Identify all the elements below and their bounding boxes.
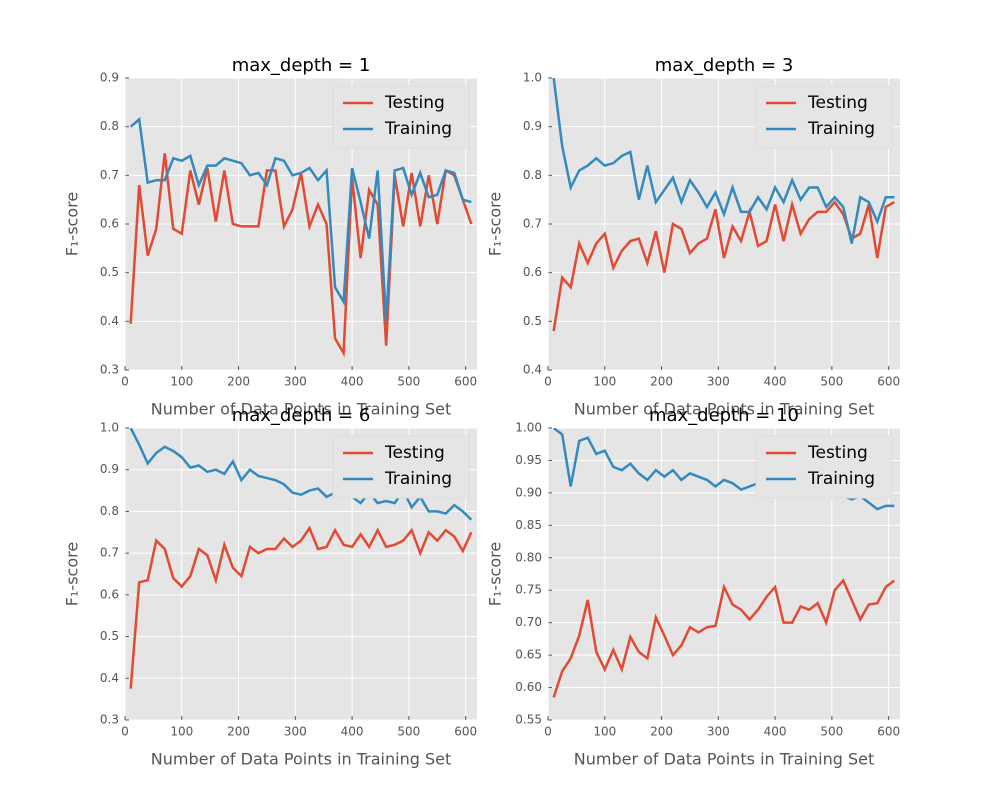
x-tick-label: 600 [877, 375, 900, 389]
x-tick-label: 400 [764, 375, 787, 389]
y-tick-label: 0.9 [523, 119, 542, 133]
x-tick-label: 500 [820, 725, 843, 739]
legend-label: Training [384, 469, 452, 489]
y-tick-label: 0.3 [100, 713, 119, 727]
x-tick-label: 300 [284, 725, 307, 739]
subplot-title: max_depth = 3 [655, 55, 794, 76]
x-tick-label: 300 [284, 375, 307, 389]
legend: Testing Training [332, 435, 470, 499]
subplot: 0.3 0.4 0.5 0.6 0.7 0.8 0.9 1.0 0 100 200 300 400 500… [63, 405, 478, 769]
x-tick-label: 300 [707, 375, 730, 389]
x-tick-label: 0 [121, 725, 129, 739]
data-line [129, 116, 472, 322]
subplot-title: max_depth = 1 [232, 55, 371, 76]
legend: Testing Training [755, 435, 893, 499]
data-line [129, 428, 473, 521]
legend-label: Testing [384, 443, 445, 463]
legend-box [755, 435, 893, 499]
x-tick-label: 400 [341, 375, 364, 389]
x-tick-label: 600 [877, 725, 900, 739]
y-tick-label: 0.90 [515, 485, 542, 499]
x-tick-label: 500 [820, 375, 843, 389]
y-tick-label: 0.70 [515, 615, 542, 629]
y-tick-label: 0.9 [100, 71, 119, 85]
y-tick-label: 0.5 [523, 314, 542, 328]
legend-box [332, 85, 470, 149]
y-tick-label: 0.4 [100, 314, 119, 328]
x-axis-label: Number of Data Points in Training Set [574, 400, 874, 419]
subplot-title: max_depth = 6 [232, 405, 371, 426]
legend: Testing Training [332, 85, 470, 149]
y-axis-label: F₁-score [486, 192, 505, 256]
subplot-title: max_depth = 10 [649, 405, 799, 426]
x-tick-label: 200 [650, 725, 673, 739]
x-axis-label: Number of Data Points in Training Set [151, 750, 451, 769]
y-tick-label: 0.8 [100, 119, 119, 133]
x-axis-label: Number of Data Points in Training Set [151, 400, 451, 419]
data-line [552, 578, 896, 698]
legend-box [755, 85, 893, 149]
y-tick-label: 0.55 [515, 713, 542, 727]
legend: Testing Training [755, 85, 893, 149]
y-tick-label: 0.8 [100, 504, 119, 518]
y-axis-label: F₁-score [486, 542, 505, 606]
subplot: 0.55 0.60 0.65 0.70 0.75 0.80 0.85 0.90 0.95 1.00… [486, 405, 901, 769]
legend-label: Training [807, 469, 875, 489]
x-tick-label: 0 [544, 725, 552, 739]
y-tick-label: 0.4 [100, 671, 119, 685]
y-tick-label: 0.7 [100, 168, 119, 182]
y-tick-label: 0.5 [100, 629, 119, 643]
x-tick-label: 200 [227, 375, 250, 389]
legend-box [332, 435, 470, 499]
y-tick-label: 0.6 [100, 217, 119, 231]
subplot: 0.3 0.4 0.5 0.6 0.7 0.8 0.9 0 100 200 300 400 500 600… [63, 55, 478, 419]
y-tick-label: 0.5 [100, 265, 119, 279]
y-axis-label: F₁-score [63, 542, 82, 606]
y-tick-label: 0.7 [523, 217, 542, 231]
x-tick-label: 500 [397, 375, 420, 389]
x-tick-label: 0 [544, 375, 552, 389]
x-tick-label: 0 [121, 375, 129, 389]
x-axis-label: Number of Data Points in Training Set [574, 750, 874, 769]
y-tick-label: 0.60 [515, 680, 542, 694]
x-tick-label: 100 [593, 375, 616, 389]
x-tick-label: 400 [764, 725, 787, 739]
x-tick-label: 500 [397, 725, 420, 739]
x-tick-label: 100 [593, 725, 616, 739]
y-tick-label: 0.9 [100, 462, 119, 476]
y-tick-label: 0.6 [100, 587, 119, 601]
subplot: 0.4 0.5 0.6 0.7 0.8 0.9 1.0 0 100 200 300 400 500 600… [486, 55, 901, 419]
legend-label: Training [807, 119, 875, 139]
y-tick-label: 0.4 [523, 363, 542, 377]
legend-label: Testing [807, 443, 868, 463]
y-tick-label: 1.00 [515, 421, 542, 435]
y-tick-label: 0.3 [100, 363, 119, 377]
x-tick-label: 200 [650, 375, 673, 389]
x-tick-label: 300 [707, 725, 730, 739]
data-line [552, 78, 895, 244]
y-tick-label: 1.0 [523, 71, 542, 85]
y-tick-label: 0.8 [523, 168, 542, 182]
x-tick-label: 600 [454, 725, 477, 739]
y-tick-label: 0.7 [100, 546, 119, 560]
y-tick-label: 1.0 [100, 421, 119, 435]
y-tick-label: 0.95 [515, 453, 542, 467]
y-axis-label: F₁-score [63, 192, 82, 256]
data-line [552, 199, 895, 332]
legend-label: Testing [807, 93, 868, 113]
y-tick-label: 0.6 [523, 265, 542, 279]
x-tick-label: 200 [227, 725, 250, 739]
x-tick-label: 400 [341, 725, 364, 739]
legend-label: Testing [384, 93, 445, 113]
y-tick-label: 0.80 [515, 550, 542, 564]
x-tick-label: 600 [454, 375, 477, 389]
data-line [129, 525, 473, 689]
y-tick-label: 0.75 [515, 583, 542, 597]
x-tick-label: 100 [170, 725, 193, 739]
y-tick-label: 0.85 [515, 518, 542, 532]
y-tick-label: 0.65 [515, 648, 542, 662]
x-tick-label: 100 [170, 375, 193, 389]
legend-label: Training [384, 119, 452, 139]
